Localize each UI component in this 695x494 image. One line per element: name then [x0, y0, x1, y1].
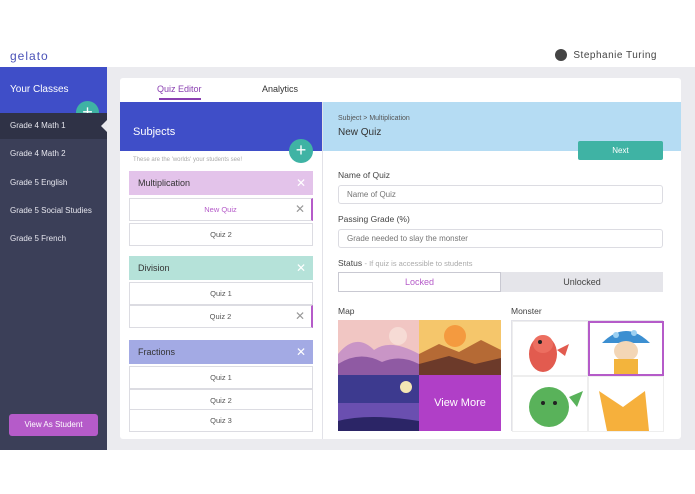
quiz-item-quiz-2[interactable]: Quiz 2 ✕ [129, 305, 313, 328]
quiz-label: Quiz 1 [210, 373, 232, 382]
subject-name: Fractions [138, 347, 176, 357]
close-icon[interactable]: ✕ [295, 176, 306, 190]
monster-image [599, 391, 649, 431]
monster-mushroom[interactable] [588, 321, 664, 376]
close-icon[interactable]: ✕ [295, 261, 306, 275]
quiz-item-new-quiz[interactable]: New Quiz ✕ [129, 198, 313, 221]
close-icon[interactable]: ✕ [295, 345, 306, 359]
avatar [555, 49, 568, 61]
tab-quiz-editor[interactable]: Quiz Editor [157, 84, 202, 94]
plus-icon: + [82, 102, 93, 122]
user-name: Stephanie Turing [573, 49, 657, 61]
map-grid: View More [338, 320, 501, 431]
landscape-image [338, 320, 419, 375]
sidebar-item-grade-5-french[interactable]: Grade 5 French [10, 234, 67, 243]
subject-name: Multiplication [138, 178, 191, 188]
sidebar: Your Classes + Grade 4 Math 1 Grade 4 Ma… [0, 67, 107, 450]
map-thumbnail-desert[interactable] [419, 320, 501, 375]
subjects-header: Subjects [120, 102, 323, 151]
subject-multiplication[interactable]: Multiplication ✕ [129, 171, 313, 195]
sidebar-header: Your Classes [0, 67, 107, 113]
breadcrumb: Subject > Multiplication [338, 115, 410, 122]
monster-orange-creature[interactable] [588, 376, 664, 432]
quiz-label: Quiz 2 [210, 396, 232, 405]
panel-divider [322, 102, 323, 439]
monster-label: Monster [511, 306, 542, 316]
quiz-title: New Quiz [338, 127, 382, 138]
close-icon[interactable]: ✕ [294, 202, 305, 216]
tab-analytics[interactable]: Analytics [262, 84, 299, 94]
passing-grade-label: Passing Grade (%) [338, 214, 410, 224]
status-unlocked-option[interactable]: Unlocked [501, 272, 663, 292]
subjects-hint: These are the 'worlds' your students see… [133, 157, 243, 163]
next-button[interactable]: Next [578, 141, 663, 160]
subject-name: Division [138, 263, 170, 273]
view-more-maps-button[interactable]: View More [419, 375, 501, 431]
sidebar-item-grade-4-math-1[interactable]: Grade 4 Math 1 [0, 113, 107, 139]
quiz-label: New Quiz [204, 205, 237, 214]
user-menu[interactable]: Stephanie Turing [555, 49, 657, 61]
sidebar-item-grade-5-english[interactable]: Grade 5 English [10, 178, 68, 187]
sidebar-item-grade-4-math-2[interactable]: Grade 4 Math 2 [10, 149, 66, 158]
subject-fractions[interactable]: Fractions ✕ [129, 340, 313, 364]
monster-green-blob[interactable] [512, 376, 588, 432]
quiz-label: Quiz 3 [210, 416, 232, 425]
status-label-row: Status - If quiz is accessible to studen… [338, 258, 472, 268]
quiz-item-quiz-1[interactable]: Quiz 1 [129, 282, 313, 305]
subject-division[interactable]: Division ✕ [129, 256, 313, 280]
quiz-label: Quiz 1 [210, 289, 232, 298]
quiz-label: Quiz 2 [209, 312, 232, 321]
monster-image [529, 387, 583, 427]
landscape-image [338, 375, 419, 431]
quiz-label: Quiz 2 [210, 230, 232, 239]
plus-icon: + [295, 140, 307, 160]
landscape-image [419, 320, 501, 375]
monster-grid [511, 320, 664, 432]
brand-logo[interactable]: gelato [10, 49, 49, 63]
monster-image [529, 335, 569, 372]
quiz-item-quiz-2[interactable]: Quiz 2 [129, 223, 313, 246]
status-label: Status [338, 258, 363, 268]
sidebar-item-grade-5-social-studies[interactable]: Grade 5 Social Studies [10, 206, 92, 215]
status-hint: - If quiz is accessible to students [364, 259, 473, 268]
sidebar-title: Your Classes [10, 84, 69, 95]
subjects-title: Subjects [133, 126, 176, 138]
add-subject-button[interactable]: + [289, 139, 313, 163]
quiz-item-quiz-1[interactable]: Quiz 1 [129, 366, 313, 389]
monster-image [602, 330, 650, 374]
quiz-item-quiz-3[interactable]: Quiz 3 [129, 409, 313, 432]
monster-red-dragon[interactable] [512, 321, 588, 376]
active-tab-indicator [159, 98, 201, 100]
passing-grade-input[interactable] [338, 229, 663, 248]
quiz-name-input[interactable] [338, 185, 663, 204]
map-thumbnail-hills[interactable] [338, 320, 419, 375]
view-as-student-button[interactable]: View As Student [9, 414, 98, 436]
name-label: Name of Quiz [338, 170, 390, 180]
status-locked-option[interactable]: Locked [338, 272, 501, 292]
map-thumbnail-night[interactable] [338, 375, 419, 431]
map-label: Map [338, 306, 355, 316]
close-icon[interactable]: ✕ [294, 309, 305, 323]
